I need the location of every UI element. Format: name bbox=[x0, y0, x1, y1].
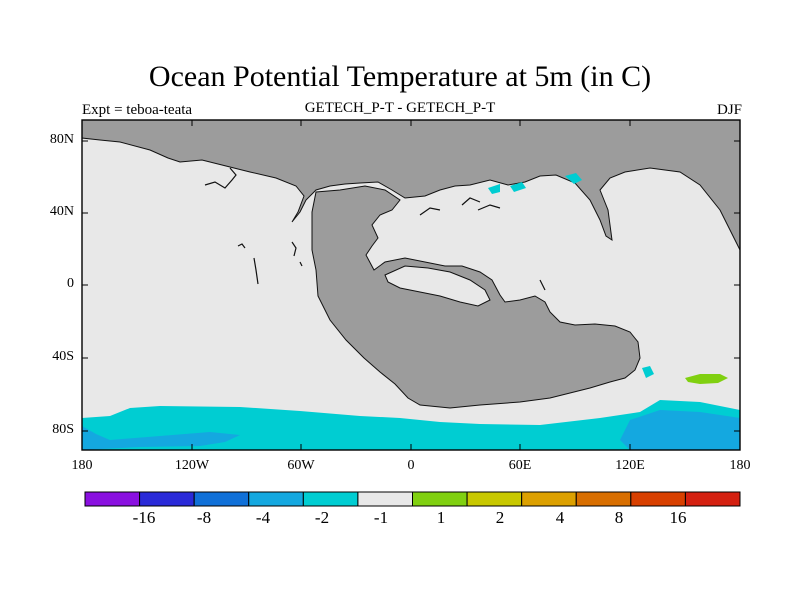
indian-cool-patch bbox=[642, 366, 654, 378]
colorbar-swatch bbox=[84, 491, 141, 507]
y-label-0: 0 bbox=[67, 276, 74, 291]
x-label-0: 0 bbox=[407, 458, 415, 473]
map-title: Ocean Potential Temperature at 5m (in C) bbox=[148, 60, 652, 93]
tethys-cool-patch-3 bbox=[565, 173, 582, 184]
colorbar bbox=[84, 491, 741, 507]
colorbar-swatch bbox=[575, 491, 632, 507]
colorbar-swatch bbox=[684, 491, 741, 507]
island-outlines bbox=[204, 167, 546, 291]
colorbar-swatch bbox=[357, 491, 414, 507]
colorbar-swatch bbox=[248, 491, 304, 507]
colorbar-label: 8 bbox=[614, 508, 624, 527]
y-label-80n: 80N bbox=[49, 132, 74, 147]
colorbar-label: 16 bbox=[669, 508, 687, 527]
colorbar-swatch bbox=[302, 491, 359, 507]
y-label-80s: 80S bbox=[52, 422, 74, 437]
x-label-180e: 180 bbox=[729, 458, 751, 473]
southern-cold-core-east bbox=[620, 410, 740, 450]
colorbar-swatch bbox=[139, 491, 195, 507]
colorbar-label: 4 bbox=[555, 508, 565, 527]
tethys-cool-patch-2 bbox=[510, 182, 526, 192]
laurasia-north-landmass bbox=[81, 119, 741, 251]
dataset-label: GETECH_P-T - GETECH_P-T bbox=[304, 100, 496, 116]
inner-sea bbox=[384, 265, 491, 307]
season-label: DJF bbox=[716, 102, 742, 118]
x-label-120e: 120E bbox=[615, 458, 645, 473]
colorbar-swatch bbox=[630, 491, 686, 507]
colorbar-swatch bbox=[412, 491, 468, 507]
southern-cold-core-west bbox=[82, 426, 240, 450]
colorbar-label: -1 bbox=[373, 508, 389, 527]
colorbar-swatch bbox=[521, 491, 577, 507]
colorbar-swatch bbox=[193, 491, 250, 507]
colorbar-label: 2 bbox=[495, 508, 505, 527]
axis-ticks bbox=[81, 120, 741, 450]
x-label-180w: 180 bbox=[71, 458, 93, 473]
colorbar-swatch bbox=[466, 491, 523, 507]
warm-anomaly-patch bbox=[685, 374, 728, 384]
colorbar-label: 1 bbox=[436, 508, 446, 527]
y-label-40s: 40S bbox=[52, 349, 74, 364]
colorbar-label: -2 bbox=[314, 508, 330, 527]
experiment-label: Expt = teboa-teata bbox=[82, 102, 193, 118]
colorbar-label: -8 bbox=[196, 508, 212, 527]
southern-cool-band bbox=[82, 400, 740, 450]
colorbar-label: -4 bbox=[255, 508, 271, 527]
x-label-120w: 120W bbox=[174, 458, 210, 473]
x-label-60e: 60E bbox=[508, 458, 532, 473]
tethys-cool-patch-1 bbox=[488, 184, 500, 194]
colorbar-label: -16 bbox=[132, 508, 156, 527]
x-label-60w: 60W bbox=[287, 458, 315, 473]
y-label-40n: 40N bbox=[49, 204, 74, 219]
